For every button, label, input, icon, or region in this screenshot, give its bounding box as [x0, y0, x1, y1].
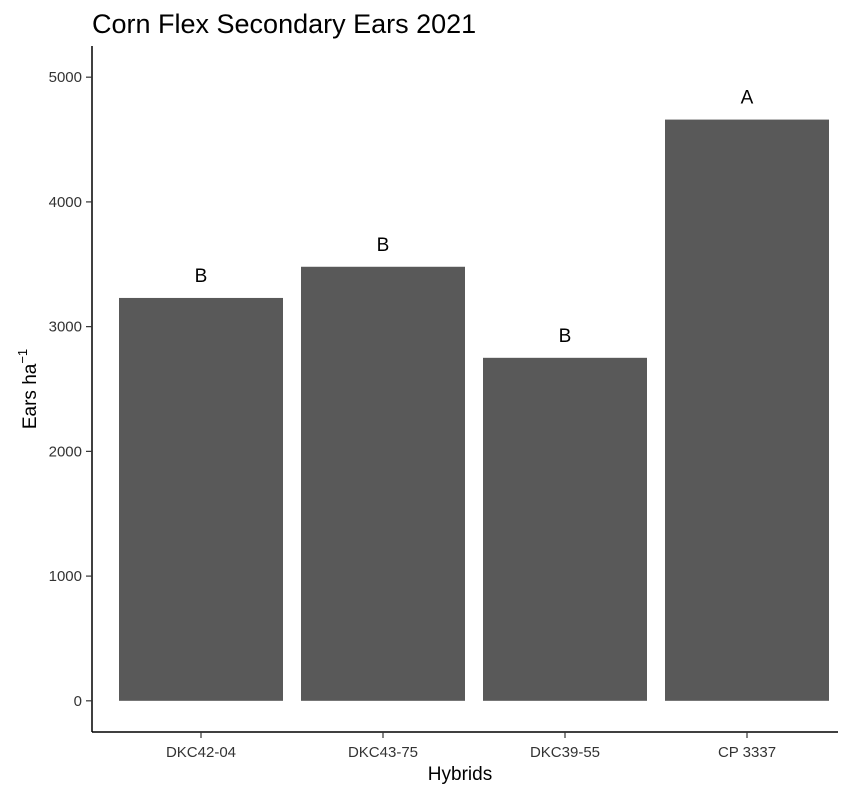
y-tick-label: 1000: [49, 568, 82, 585]
y-tick-label: 0: [74, 693, 82, 710]
bar: [301, 266, 465, 701]
y-axis-title: Ears ha−1: [15, 349, 41, 429]
y-tick-label: 4000: [49, 194, 82, 211]
bar: [665, 119, 829, 701]
x-tick-label: DKC43-75: [348, 744, 418, 761]
x-tick-label: DKC42-04: [166, 744, 236, 761]
y-tick-label: 3000: [49, 319, 82, 336]
significance-letter: B: [377, 235, 390, 256]
y-tick-label: 5000: [49, 69, 82, 86]
chart-title: Corn Flex Secondary Ears 2021: [92, 9, 476, 39]
bar: [119, 297, 283, 701]
y-tick-label: 2000: [49, 443, 82, 460]
x-tick-label: CP 3337: [718, 744, 776, 761]
significance-letter: B: [559, 326, 572, 347]
significance-letter: A: [741, 88, 754, 109]
significance-letter: B: [195, 266, 208, 287]
plot-area: B B B A: [119, 88, 829, 701]
bar: [483, 357, 647, 701]
y-axis-title-superscript: −1: [15, 349, 30, 364]
x-axis-title: Hybrids: [428, 764, 492, 785]
y-axis-title-text: Ears ha: [20, 363, 41, 429]
svg-text:Ears ha−1: Ears ha−1: [15, 349, 41, 429]
x-tick-label: DKC39-55: [530, 744, 600, 761]
